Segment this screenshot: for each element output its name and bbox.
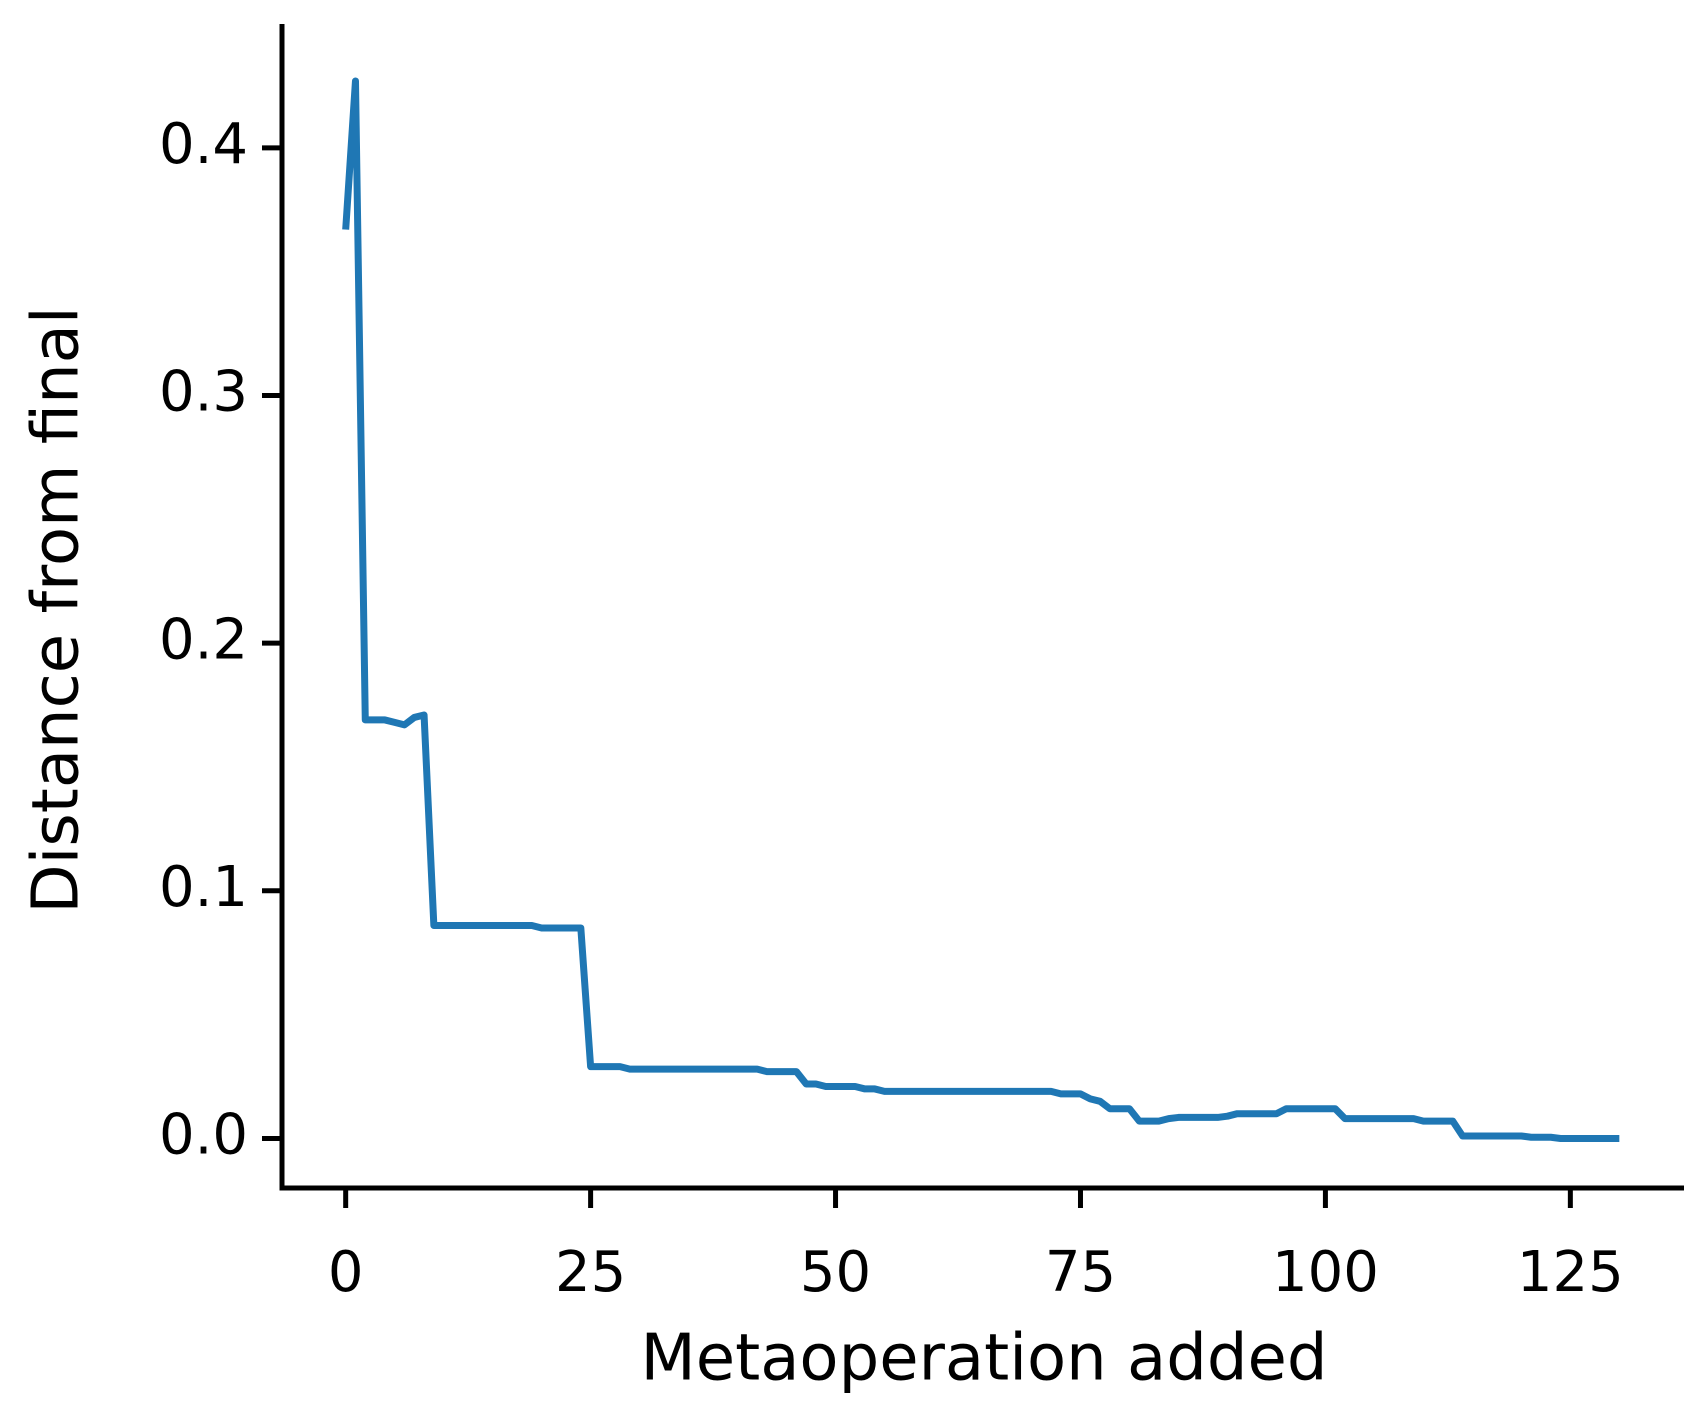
data-line [342, 77, 1620, 1142]
x-tick-label: 75 [1045, 1240, 1116, 1305]
y-tick-label: 0.4 [159, 112, 248, 177]
x-axis-label: Metaoperation added [641, 1322, 1328, 1396]
x-tick-label: 50 [800, 1240, 871, 1305]
x-tick-label: 25 [555, 1240, 626, 1305]
x-tick-label: 100 [1272, 1240, 1379, 1305]
y-axis-label: Distance from final [20, 306, 94, 913]
x-tick-label: 0 [328, 1240, 364, 1305]
y-tick-label: 0.3 [159, 360, 248, 425]
y-tick-label: 0.1 [159, 855, 248, 920]
y-tick-label: 0.0 [159, 1103, 248, 1168]
x-tick-label: 125 [1517, 1240, 1624, 1305]
y-tick-label: 0.2 [159, 607, 248, 672]
